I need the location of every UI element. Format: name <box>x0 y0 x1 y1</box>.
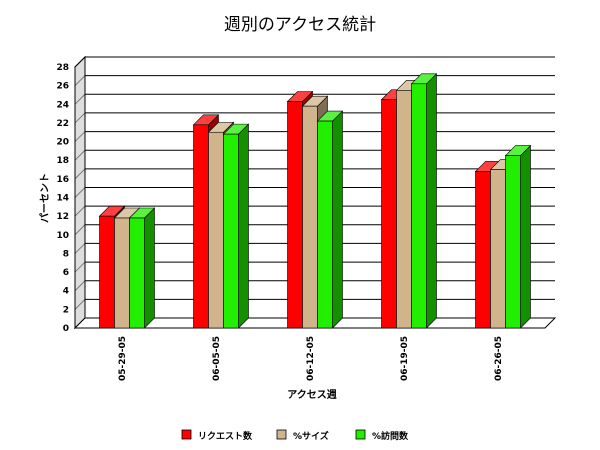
bar <box>504 144 532 329</box>
x-tick-label: 06-05-05 <box>212 336 222 381</box>
legend-label: %サイズ <box>293 430 329 442</box>
bar-front <box>411 83 427 329</box>
bar <box>222 123 250 329</box>
y-tick-label: 16 <box>56 175 69 185</box>
y-axis-wall <box>74 55 86 330</box>
bar <box>316 110 344 329</box>
y-tick-label: 2 <box>63 305 69 315</box>
legend-swatch <box>276 429 287 440</box>
bar-front <box>99 215 115 329</box>
bar-front <box>381 99 397 329</box>
bar-front <box>193 124 209 329</box>
y-axis-label: パーセント <box>39 173 51 223</box>
bar-front <box>287 101 303 329</box>
bar <box>410 73 438 329</box>
legend-swatch <box>355 429 366 440</box>
legend-label: %訪問数 <box>372 430 409 442</box>
y-tick-label: 10 <box>56 231 69 241</box>
legend-item: %サイズ <box>276 429 329 442</box>
bar-front <box>490 169 506 329</box>
x-tick-label: 06-19-05 <box>400 336 410 381</box>
y-tick-label: 18 <box>56 156 69 166</box>
bar-front <box>475 171 491 329</box>
bar-front <box>302 105 318 329</box>
y-tick-label: 8 <box>63 249 69 259</box>
bar-side <box>144 207 155 329</box>
y-tick-label: 26 <box>56 82 69 92</box>
y-tick-label: 14 <box>56 194 69 204</box>
bar-front <box>317 120 333 329</box>
legend-item: リクエスト数 <box>181 429 253 442</box>
y-tick-label: 28 <box>56 63 69 73</box>
bar-front <box>208 131 224 329</box>
y-tick-label: 24 <box>56 100 69 110</box>
bar-side <box>520 144 531 329</box>
bar <box>128 207 156 329</box>
bar-side <box>426 73 437 329</box>
x-tick-label: 05-29-05 <box>118 336 128 381</box>
legend-label: リクエスト数 <box>198 430 253 442</box>
x-tick-label: 06-12-05 <box>306 336 316 381</box>
bar-front <box>505 155 521 329</box>
y-tick-label: 20 <box>56 138 69 148</box>
bar-front <box>223 133 239 329</box>
bar-front <box>396 90 412 329</box>
y-tick-label: 6 <box>63 268 69 278</box>
x-tick-labels: 05-29-05 06-05-05 06-12-05 06-19-05 06-26-05 <box>118 336 504 381</box>
bar-side <box>332 110 343 329</box>
legend: リクエスト数 %サイズ %訪問数 <box>181 429 409 442</box>
chart-title: 週別のアクセス統計 <box>224 15 376 35</box>
legend-item: %訪問数 <box>355 429 409 442</box>
legend-swatch <box>181 429 192 440</box>
x-tick-label: 06-26-05 <box>494 336 504 381</box>
y-tick-label: 4 <box>63 287 69 297</box>
y-tick-label: 0 <box>63 324 69 334</box>
bar-front <box>114 217 130 329</box>
y-tick-label: 22 <box>56 119 69 129</box>
bars <box>98 73 532 329</box>
bar-side <box>238 123 249 329</box>
bar-front <box>129 217 145 329</box>
y-tick-label: 12 <box>56 212 69 222</box>
x-axis-label: アクセス週 <box>287 389 337 401</box>
